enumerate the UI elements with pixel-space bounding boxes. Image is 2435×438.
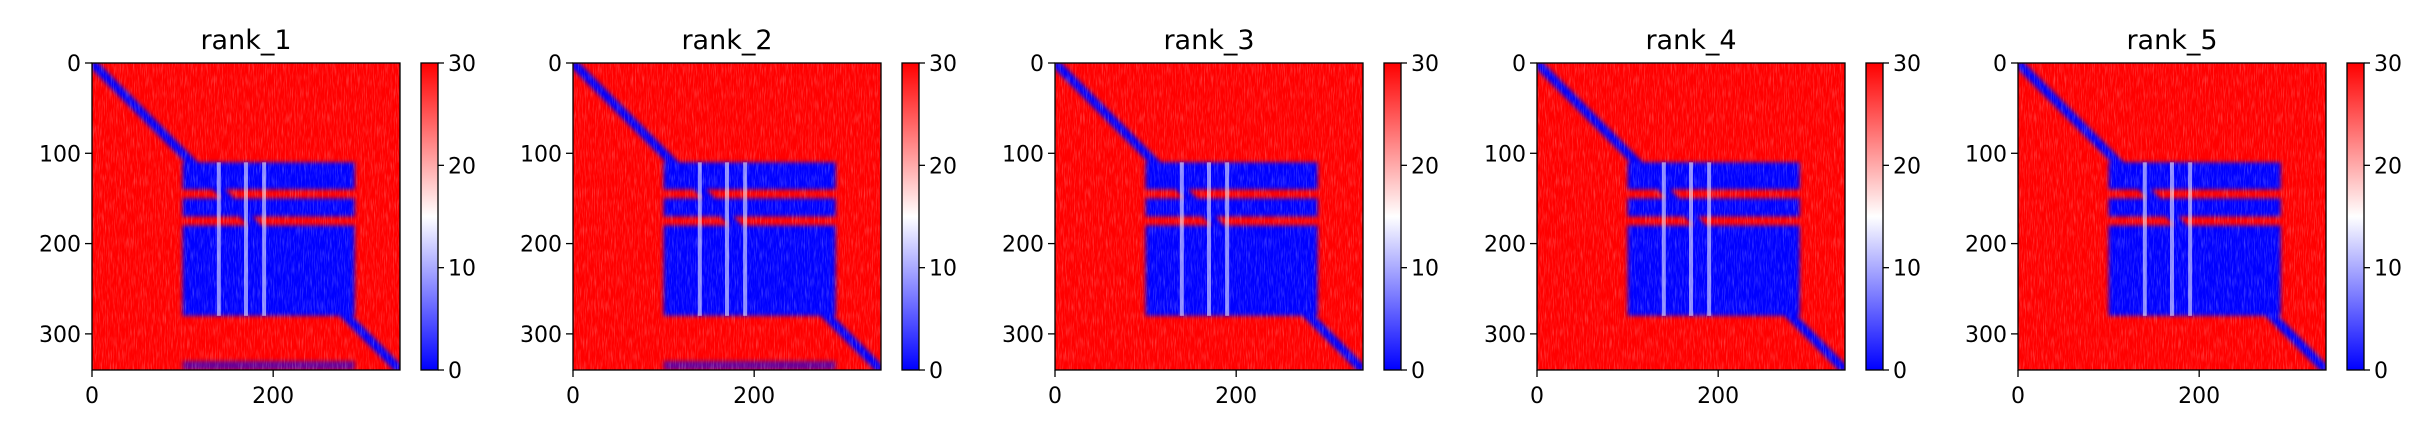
heatmap-image (92, 63, 400, 370)
heatmap-image (1537, 63, 1845, 370)
noise-texture (2018, 63, 2326, 370)
colorbar-tick-label: 10 (1893, 257, 1921, 282)
panel-title: rank_4 (1645, 25, 1736, 56)
y-tick-label: 100 (1002, 142, 1044, 167)
x-tick-label: 0 (2011, 384, 2025, 409)
y-tick-label: 300 (1484, 323, 1526, 348)
colorbar-tick-label: 10 (2374, 257, 2402, 282)
y-tick-label: 100 (1965, 142, 2007, 167)
y-tick-label: 200 (520, 233, 562, 258)
x-tick-label: 0 (1530, 384, 1544, 409)
y-tick-label: 0 (1030, 52, 1044, 77)
y-tick-label: 100 (39, 142, 81, 167)
heatmap-panel-1: rank_1 0 100 200 300 0 200 0 10 20 30 (39, 25, 476, 409)
colorbar (1383, 62, 1402, 371)
colorbar-tick-label: 30 (1893, 52, 1921, 77)
axes-frame (1054, 62, 1364, 371)
panel-title: rank_5 (2126, 25, 2217, 56)
colorbar (420, 62, 439, 371)
heatmap-panel-2: rank_2 0 100 200 300 0 200 0 10 20 30 (520, 25, 957, 409)
x-tick-label: 200 (252, 384, 294, 409)
y-tick-label: 300 (520, 323, 562, 348)
colorbar (901, 62, 920, 371)
x-tick-label: 200 (1215, 384, 1257, 409)
heatmap-panel-4: rank_4 0 100 200 300 0 200 0 10 20 30 (1484, 25, 1921, 409)
colorbar-tick-label: 20 (1893, 154, 1921, 179)
y-tick-label: 0 (1993, 52, 2007, 77)
x-tick-label: 0 (85, 384, 99, 409)
x-tick-label: 200 (2178, 384, 2220, 409)
colorbar-tick-label: 20 (929, 154, 957, 179)
axes-frame (91, 62, 401, 371)
noise-texture (573, 63, 881, 370)
y-tick-label: 300 (1965, 323, 2007, 348)
x-tick-label: 200 (1697, 384, 1739, 409)
noise-texture (1055, 63, 1363, 370)
axes-frame (1536, 62, 1846, 371)
y-tick-label: 300 (1002, 323, 1044, 348)
y-tick-label: 200 (1484, 233, 1526, 258)
colorbar-tick-label: 30 (2374, 52, 2402, 77)
colorbar-tick-label: 20 (1411, 154, 1439, 179)
axes-frame (572, 62, 882, 371)
axes-frame (2017, 62, 2327, 371)
heatmap-image (573, 63, 881, 370)
heatmap-panel-5: rank_5 0 100 200 300 0 200 0 10 20 30 (1965, 25, 2402, 409)
colorbar-tick-label: 10 (929, 257, 957, 282)
heatmap-image (2018, 63, 2326, 370)
panel-title: rank_3 (1163, 25, 1254, 56)
colorbar-tick-label: 30 (448, 52, 476, 77)
colorbar-tick-label: 0 (2374, 359, 2388, 384)
x-tick-label: 0 (566, 384, 580, 409)
noise-texture (92, 63, 400, 370)
colorbar-tick-label: 20 (2374, 154, 2402, 179)
y-tick-label: 100 (520, 142, 562, 167)
colorbar (2346, 62, 2365, 371)
colorbar-tick-label: 0 (1411, 359, 1425, 384)
colorbar-tick-label: 0 (448, 359, 462, 384)
panel-title: rank_2 (681, 25, 772, 56)
colorbar-tick-label: 0 (1893, 359, 1907, 384)
y-tick-label: 200 (1965, 233, 2007, 258)
panel-title: rank_1 (200, 25, 291, 56)
y-tick-label: 200 (39, 233, 81, 258)
y-tick-label: 100 (1484, 142, 1526, 167)
noise-texture (1537, 63, 1845, 370)
y-tick-label: 200 (1002, 233, 1044, 258)
colorbar-tick-label: 20 (448, 154, 476, 179)
colorbar-tick-label: 0 (929, 359, 943, 384)
y-tick-label: 0 (67, 52, 81, 77)
colorbar-tick-label: 30 (1411, 52, 1439, 77)
y-tick-label: 0 (1512, 52, 1526, 77)
heatmap-panel-3: rank_3 0 100 200 300 0 200 0 10 20 30 (1002, 25, 1439, 409)
colorbar (1865, 62, 1884, 371)
colorbar-tick-label: 10 (448, 257, 476, 282)
heatmap-image (1055, 63, 1363, 370)
x-tick-label: 0 (1048, 384, 1062, 409)
colorbar-tick-label: 30 (929, 52, 957, 77)
y-tick-label: 0 (548, 52, 562, 77)
y-tick-label: 300 (39, 323, 81, 348)
colorbar-tick-label: 10 (1411, 257, 1439, 282)
x-tick-label: 200 (733, 384, 775, 409)
